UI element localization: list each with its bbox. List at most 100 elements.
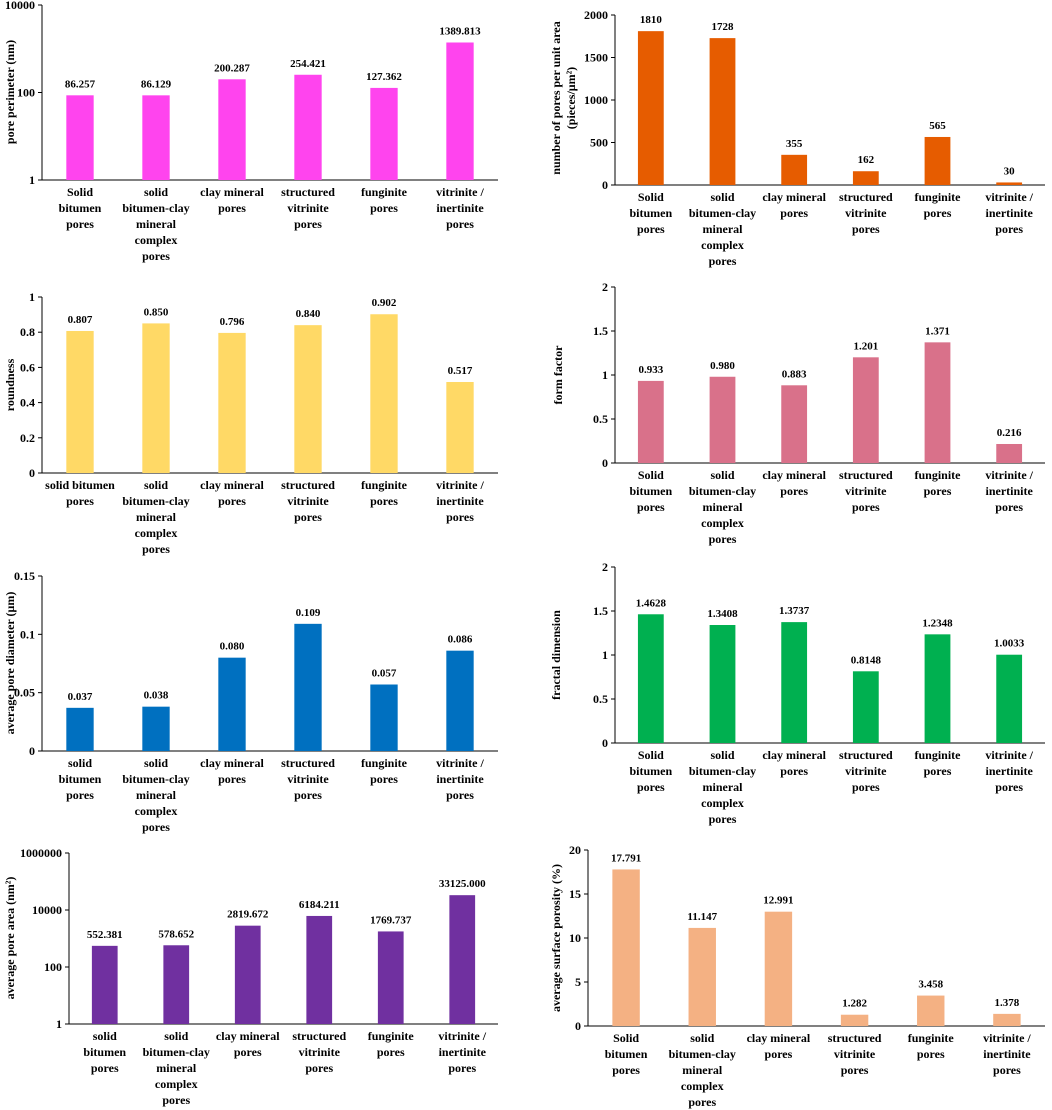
avg-pore-diameter-bar [370,684,398,751]
pores-per-area-bar [996,182,1023,185]
roundness-y-axis-label: roundness [3,358,17,411]
avg-pore-diameter-data-label: 0.086 [448,634,473,646]
pore-perimeter-data-label: 1389.813 [439,25,481,37]
fractal-dimension-category-label: structured vitrinite pores [839,748,893,794]
pore-perimeter-category-label: Solid bitumen pores [59,185,102,231]
pore-perimeter-bar [218,79,246,180]
pore-perimeter-y-tick-label: 1 [29,173,35,187]
roundness-y-tick-label: 1 [29,290,35,304]
roundness-data-label: 0.850 [144,306,169,318]
roundness-category-label: structured vitrinite pores [281,478,335,524]
pores-per-area-bar [781,154,808,185]
roundness-bar [370,314,398,473]
roundness-bar [142,323,170,473]
avg-pore-diameter-category-label: structured vitrinite pores [281,756,335,802]
roundness-data-label: 0.807 [68,314,93,326]
avg-pore-area-y-axis-label: average pore area (nm²) [3,877,17,1000]
fractal-dimension-category-label: clay mineral pores [762,748,826,778]
roundness-category-label: clay mineral pores [200,478,264,508]
roundness-bar [66,330,94,473]
pore-perimeter-category-label: structured vitrinite pores [281,185,335,231]
avg-surface-porosity-data-label: 1.282 [842,998,867,1010]
form-factor-data-label: 1.201 [853,340,878,352]
form-factor-bar [709,376,736,463]
avg-surface-porosity-bar [993,1013,1021,1026]
pores-per-area-y-tick-label: 1500 [584,51,608,65]
fractal-dimension-y-tick-label: 1 [602,648,608,662]
form-factor-category-label: Solid bitumen pores [629,468,672,514]
form-factor-category-label: funginite pores [914,468,961,498]
avg-pore-diameter-y-tick-label: 0 [29,744,35,758]
fractal-dimension-bar [852,671,879,743]
roundness-chart: 0 0.2 0.4 0.6 0.8 1 roundness 0.807 solid bitume… [3,290,498,556]
roundness-y-tick-label: 0.2 [20,431,35,445]
pores-per-area-y-tick-label: 500 [590,136,608,150]
form-factor-chart: 0 0.5 1 1.5 2 form factor 0.933 Solid bitumen por… [551,280,1045,546]
pores-per-area-y-tick-label: 1000 [584,93,608,107]
pore-perimeter-data-label: 86.257 [65,78,96,90]
pore-perimeter-bar [66,95,94,180]
fractal-dimension-y-tick-label: 0.5 [593,692,608,706]
avg-pore-diameter-bar [218,657,246,751]
form-factor-y-tick-label: 0 [602,456,608,470]
avg-pore-diameter-data-label: 0.057 [372,668,397,680]
avg-pore-diameter-bar [446,650,474,751]
pore-perimeter-y-axis-label: pore perimeter (nm) [3,40,17,144]
form-factor-category-label: solid bitumen-clay mineral complex pores [689,468,756,546]
pores-per-area-y-axis-label: number of pores per unit area [549,21,563,174]
pore-perimeter-bar [370,87,398,180]
form-factor-bar [781,385,808,463]
avg-pore-area-y-tick-label: 10000 [32,903,62,917]
pore-perimeter-data-label: 127.362 [366,71,402,83]
roundness-category-label: vitrinite / inertinite pores [436,478,484,524]
avg-pore-diameter-bar [142,706,170,751]
avg-surface-porosity-bar [917,995,945,1026]
avg-surface-porosity-data-label: 17.791 [611,852,641,864]
avg-surface-porosity-category-label: structured vitrinite pores [828,1031,882,1077]
roundness-bar [446,382,474,473]
roundness-y-tick-label: 0.6 [20,360,35,374]
form-factor-y-tick-label: 1 [602,368,608,382]
avg-pore-diameter-y-axis-label: average pore diameter (μm) [3,592,17,735]
form-factor-y-tick-label: 1.5 [593,324,608,338]
pores-per-area-bar [637,31,664,186]
pores-per-area-data-label: 162 [858,154,875,166]
fractal-dimension-bar [709,625,736,743]
pore-perimeter-category-label: vitrinite / inertinite pores [436,185,484,231]
avg-surface-porosity-y-axis-label: average surface porosity (%) [549,864,563,1012]
pores-per-area-bar [709,38,736,186]
avg-pore-area-chart: 1 100 10000 1000000 average pore area (nm²) 5… [3,846,498,1107]
avg-surface-porosity-category-label: solid bitumen-clay mineral complex pores [669,1031,736,1109]
avg-pore-area-bar [377,931,404,1024]
avg-surface-porosity-y-tick-label: 5 [575,975,581,989]
avg-surface-porosity-data-label: 1.378 [995,997,1020,1009]
avg-pore-diameter-y-tick-label: 0.05 [14,686,35,700]
avg-pore-area-bar [306,915,333,1024]
form-factor-bar [852,357,879,463]
fractal-dimension-y-tick-label: 0 [602,736,608,750]
avg-surface-porosity-data-label: 12.991 [763,895,793,907]
pores-per-area-chart: 0 500 1000 1500 2000 number of pores per unit… [549,8,1045,268]
avg-surface-porosity-category-label: funginite pores [908,1031,955,1061]
pores-per-area-category-label: structured vitrinite pores [839,190,893,236]
avg-pore-area-y-tick-label: 100 [44,960,62,974]
fractal-dimension-data-label: 1.2348 [922,617,953,629]
form-factor-y-tick-label: 2 [602,280,608,294]
avg-surface-porosity-y-tick-label: 20 [569,843,581,857]
roundness-bar [294,325,322,473]
pores-per-area-category-label: vitrinite / inertinite pores [985,190,1033,236]
roundness-category-label: solid bitumen-clay mineral complex pores [122,478,189,556]
pores-per-area-data-label: 1810 [640,14,663,26]
avg-pore-diameter-y-tick-label: 0.15 [14,569,35,583]
avg-pore-area-bar [234,925,261,1024]
avg-pore-area-data-label: 33125.000 [439,878,486,890]
avg-pore-diameter-category-label: solid bitumen pores [59,756,102,802]
pore-perimeter-bar [294,74,322,180]
fractal-dimension-bar [924,634,951,743]
form-factor-y-axis-label: form factor [551,345,565,405]
avg-surface-porosity-bar [612,869,640,1026]
avg-pore-diameter-category-label: vitrinite / inertinite pores [436,756,484,802]
roundness-bar [218,332,246,473]
pores-per-area-category-label: funginite pores [914,190,961,220]
pores-per-area-data-label: 30 [1004,165,1016,177]
